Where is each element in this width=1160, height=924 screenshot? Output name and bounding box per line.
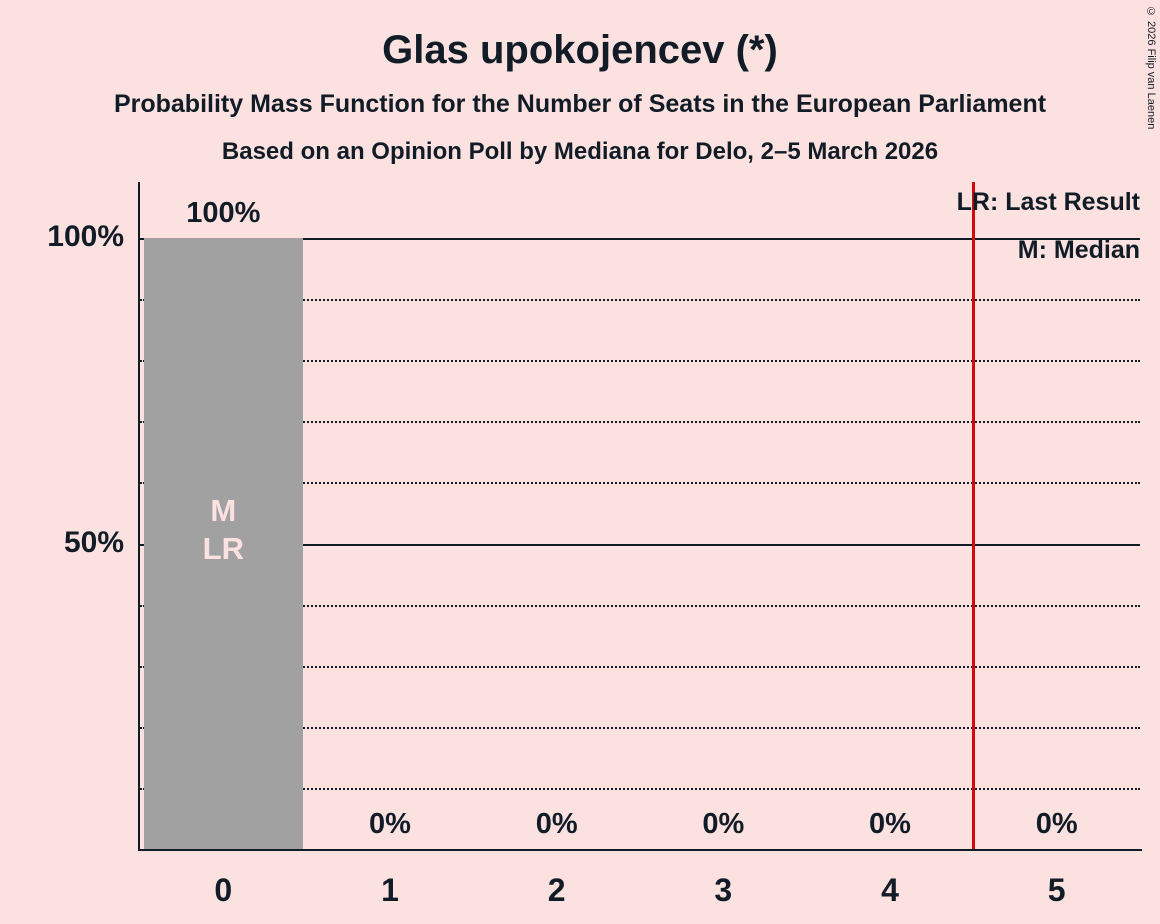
bar-value-label-2: 0% [535,808,578,840]
y-axis-label-50: 50% [63,525,124,559]
gridline-70pct [140,421,1140,424]
chart-title: Glas upokojencev (*) [382,28,778,72]
bar-seats-0 [144,238,303,849]
gridline-20pct [140,726,1140,729]
x-axis-label-2: 2 [547,872,566,908]
gridline-10pct [140,787,1140,790]
bar-value-label-4: 0% [869,808,911,840]
bar-value-label-3: 0% [702,808,745,840]
x-axis-labels: 0 1 2 3 4 5 [140,872,1140,912]
gridline-50pct [140,543,1140,546]
x-axis-label-1: 1 [381,872,399,908]
red-marker-line [971,182,975,849]
chart-subtitle: Probability Mass Function for the Number… [113,90,1047,118]
legend-median: M: Median [1017,236,1140,264]
median-last-result-marker: M LR [140,492,307,568]
gridline-90pct [140,299,1140,302]
gridline-60pct [140,482,1140,485]
x-axis-label-5: 5 [1047,872,1066,908]
x-axis-label-3: 3 [714,872,733,908]
gridline-100pct [140,238,1140,240]
legend: LR: Last Result M: Median [957,178,1140,274]
plot-area: M LR 100% 0% 0% 0% 0% 0% [138,182,1142,851]
bar-value-label-1: 0% [369,808,411,840]
y-axis-label-100: 100% [47,220,124,253]
gridline-30pct [140,665,1140,668]
y-axis-line [138,182,140,851]
gridline-40pct [140,604,1140,607]
chart-poll-info: Based on an Opinion Poll by Mediana for … [221,138,939,165]
bar-inner-label: LR [202,530,244,566]
x-axis-label-4: 4 [881,872,899,908]
bar-inner-label: M [210,492,237,528]
legend-last-result: LR: Last Result [956,188,1140,216]
bar-value-label-5: 0% [1035,808,1078,840]
x-axis-label-0: 0 [214,872,233,908]
copyright-text: © 2026 Filip van Laenen [1145,6,1157,130]
gridline-80pct [140,360,1140,363]
bar-value-label-0: 100% [186,197,261,229]
x-axis-line [138,849,1142,851]
